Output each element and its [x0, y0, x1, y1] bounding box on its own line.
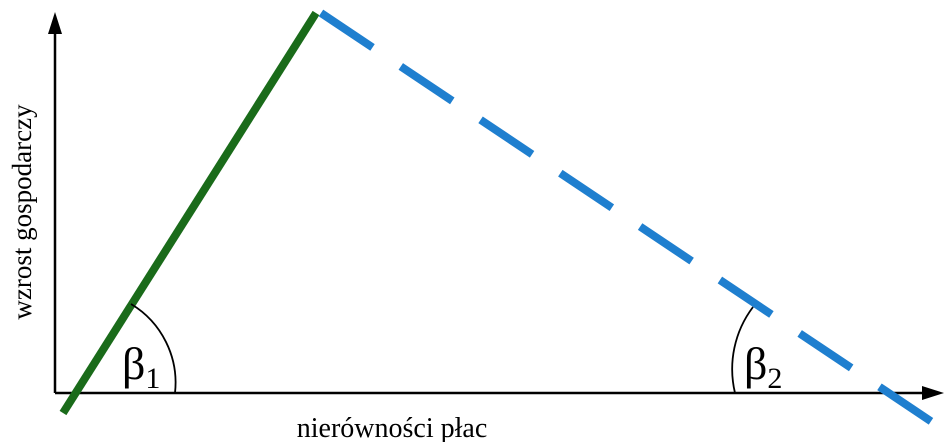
- x-axis-arrowhead: [922, 386, 944, 400]
- angle-subscript-beta2: 2: [767, 362, 782, 395]
- angle-label-beta2: β2: [744, 338, 782, 395]
- angle-symbol-beta2: β: [744, 338, 767, 389]
- angle-label-beta1: β1: [122, 338, 160, 395]
- angle-subscript-beta1: 1: [145, 362, 160, 395]
- angle-symbol-beta1: β: [122, 338, 145, 389]
- angle-arc-beta2: [731, 306, 754, 394]
- y-axis-arrowhead: [48, 12, 62, 34]
- angle-arc-beta1: [130, 303, 177, 394]
- x-axis-label: nierówności płac: [297, 413, 488, 442]
- falling-segment-line: [318, 9, 946, 434]
- rising-segment-line: [59, 10, 320, 416]
- y-axis-label: wzrost gospodarczy: [7, 104, 37, 320]
